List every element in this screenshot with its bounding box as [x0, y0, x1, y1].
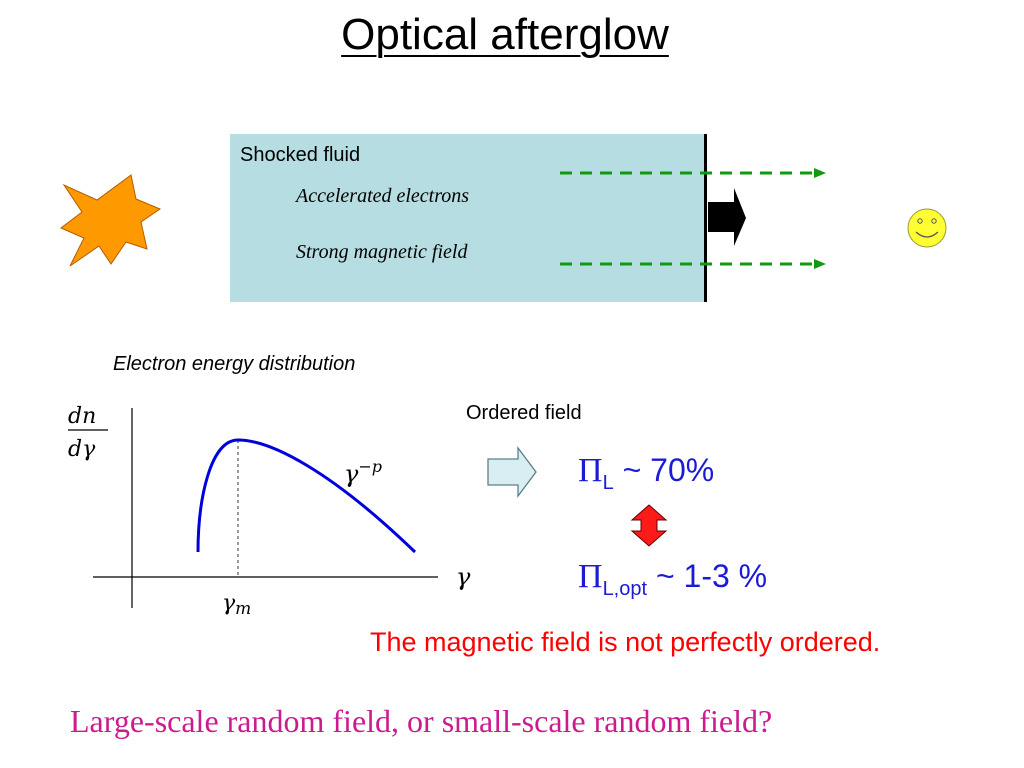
y-axis-label-denominator: dγ — [68, 437, 96, 462]
distribution-curve — [196, 438, 417, 554]
pi-subscript: L — [602, 472, 614, 494]
polarization-ordered: ΠL ~ 70% — [578, 452, 715, 494]
pi-subscript: L,opt — [602, 578, 648, 600]
distribution-title: Electron energy distribution — [113, 353, 356, 375]
shock-arrow-icon — [708, 188, 746, 246]
shocked-fluid-region — [230, 134, 706, 302]
ordered-field-arrow-icon — [487, 446, 537, 498]
ordered-field-label: Ordered field — [466, 402, 582, 424]
slide-title: Optical afterglow — [341, 10, 669, 59]
strong-magnetic-field-label: Strong magnetic field — [296, 241, 468, 263]
closing-question: Large-scale random field, or small-scale… — [70, 703, 773, 739]
pi-symbol: Π — [578, 558, 603, 595]
double-arrow-icon — [630, 504, 668, 547]
slope-label: γ−p — [344, 457, 382, 488]
y-axis-label-numerator: dn — [68, 404, 96, 429]
star-burst-icon — [60, 174, 162, 267]
shock-front-line — [704, 134, 707, 302]
polarization-observed: ΠL,opt ~ 1-3 % — [578, 558, 768, 600]
polarization-value: ~ 1-3 % — [647, 558, 768, 594]
shocked-fluid-label: Shocked fluid — [240, 144, 361, 166]
pi-symbol: Π — [578, 452, 603, 489]
x-axis-label: γ — [456, 563, 471, 591]
smiley-observer-icon — [907, 208, 947, 248]
polarization-value: ~ 70% — [613, 452, 715, 488]
field-order-note: The magnetic field is not perfectly orde… — [370, 627, 881, 657]
peak-label: γm — [222, 591, 251, 619]
upper-dashed-arrow — [560, 168, 826, 178]
lower-dashed-arrow — [560, 259, 826, 269]
accelerated-electrons-label: Accelerated electrons — [296, 185, 470, 207]
